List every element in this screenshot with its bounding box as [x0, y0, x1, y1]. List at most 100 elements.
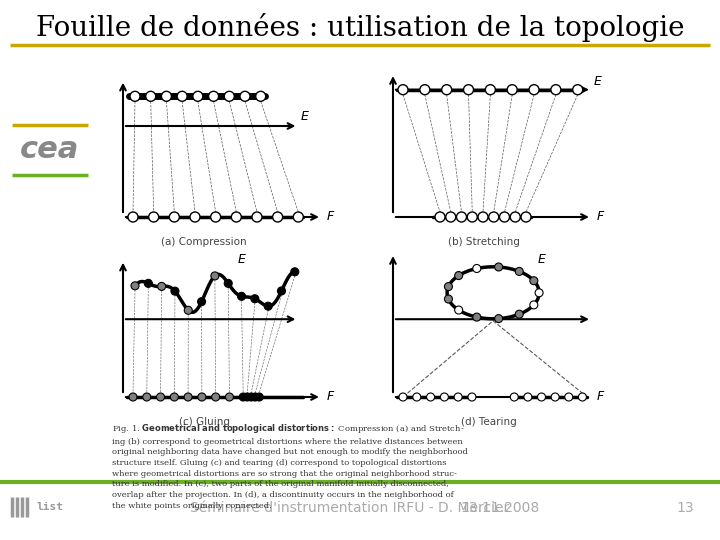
Circle shape — [516, 310, 523, 318]
Circle shape — [131, 282, 139, 290]
Circle shape — [273, 212, 283, 222]
Circle shape — [225, 393, 233, 401]
Text: (d) Tearing: (d) Tearing — [461, 417, 516, 427]
Circle shape — [495, 263, 503, 271]
Circle shape — [516, 267, 523, 275]
Text: F: F — [326, 211, 334, 224]
Circle shape — [454, 306, 463, 314]
Circle shape — [211, 272, 219, 280]
Circle shape — [538, 393, 546, 401]
Circle shape — [435, 212, 445, 222]
Text: (a) Compression: (a) Compression — [161, 237, 247, 247]
Circle shape — [171, 393, 179, 401]
Circle shape — [190, 212, 200, 222]
Text: 13.11.2008: 13.11.2008 — [460, 501, 539, 515]
Text: F: F — [326, 390, 334, 403]
Circle shape — [530, 301, 538, 309]
Circle shape — [507, 85, 517, 94]
Circle shape — [252, 212, 262, 222]
Text: (b) Stretching: (b) Stretching — [448, 237, 520, 247]
Circle shape — [144, 279, 153, 287]
Circle shape — [156, 393, 165, 401]
Text: E: E — [538, 253, 546, 266]
Circle shape — [468, 393, 476, 401]
Circle shape — [530, 276, 538, 285]
Circle shape — [145, 91, 156, 102]
Circle shape — [524, 393, 532, 401]
Circle shape — [239, 393, 247, 401]
Circle shape — [456, 212, 467, 222]
Text: list: list — [36, 502, 63, 512]
Circle shape — [197, 298, 206, 306]
Circle shape — [529, 85, 539, 94]
Circle shape — [209, 91, 219, 102]
Text: 13: 13 — [676, 501, 694, 515]
Circle shape — [444, 282, 452, 291]
Circle shape — [251, 393, 259, 401]
Circle shape — [578, 393, 586, 401]
Circle shape — [398, 85, 408, 94]
Circle shape — [551, 85, 561, 94]
Circle shape — [264, 302, 272, 310]
Circle shape — [238, 292, 246, 300]
Circle shape — [467, 212, 477, 222]
Circle shape — [444, 295, 452, 303]
Circle shape — [211, 212, 220, 222]
Text: E: E — [237, 253, 245, 266]
Circle shape — [169, 212, 179, 222]
Circle shape — [473, 313, 481, 321]
Circle shape — [495, 315, 503, 322]
Text: E: E — [594, 75, 602, 88]
Circle shape — [231, 212, 241, 222]
Circle shape — [198, 393, 206, 401]
Circle shape — [177, 91, 187, 102]
Circle shape — [293, 212, 303, 222]
Text: Fouille de données : utilisation de la topologie: Fouille de données : utilisation de la t… — [36, 14, 684, 43]
Text: Fig. 1. $\bf{Geometrical\ and\ topological\ distortions:}$ Compression (a) and S: Fig. 1. $\bf{Geometrical\ and\ topologic… — [112, 422, 468, 510]
Circle shape — [510, 212, 521, 222]
Circle shape — [413, 393, 420, 401]
Circle shape — [500, 212, 510, 222]
Circle shape — [171, 287, 179, 295]
Circle shape — [148, 212, 158, 222]
Circle shape — [489, 212, 499, 222]
Circle shape — [240, 91, 250, 102]
Text: E: E — [301, 110, 309, 123]
Circle shape — [130, 91, 140, 102]
Circle shape — [161, 91, 171, 102]
Circle shape — [564, 393, 573, 401]
Circle shape — [521, 212, 531, 222]
Text: (c) Gluing: (c) Gluing — [179, 417, 230, 427]
Text: F: F — [596, 211, 604, 224]
Circle shape — [243, 393, 251, 401]
Circle shape — [251, 295, 259, 303]
Circle shape — [510, 393, 518, 401]
Text: Séminaire d'instrumentation IRFU - D. Mercier: Séminaire d'instrumentation IRFU - D. Me… — [190, 501, 509, 515]
Circle shape — [184, 393, 192, 401]
Circle shape — [535, 289, 543, 297]
Circle shape — [255, 393, 264, 401]
Circle shape — [129, 393, 137, 401]
Circle shape — [551, 393, 559, 401]
Circle shape — [399, 393, 407, 401]
Circle shape — [128, 212, 138, 222]
Circle shape — [441, 85, 451, 94]
Circle shape — [291, 268, 299, 276]
Circle shape — [420, 85, 430, 94]
Circle shape — [473, 265, 481, 273]
Circle shape — [277, 287, 286, 295]
Text: cea: cea — [20, 136, 80, 165]
Circle shape — [441, 393, 449, 401]
Circle shape — [485, 85, 495, 94]
Circle shape — [158, 282, 166, 291]
Circle shape — [143, 393, 150, 401]
Circle shape — [454, 272, 463, 280]
Circle shape — [212, 393, 220, 401]
Text: F: F — [596, 390, 604, 403]
Circle shape — [446, 212, 456, 222]
Circle shape — [184, 306, 192, 314]
Circle shape — [464, 85, 474, 94]
Circle shape — [247, 393, 255, 401]
Circle shape — [256, 91, 266, 102]
Circle shape — [478, 212, 488, 222]
